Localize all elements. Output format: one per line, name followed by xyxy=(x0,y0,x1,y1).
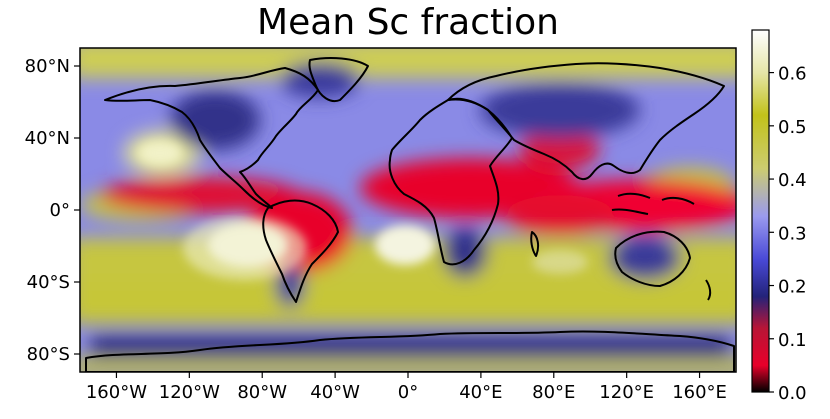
colorbar-tick-label: 0.5 xyxy=(778,117,807,138)
coastline-greenland xyxy=(308,57,369,102)
x-tick-label: 160°E xyxy=(672,382,727,403)
field-se-pacific-halo xyxy=(183,216,307,280)
field-antarctic-dark xyxy=(90,334,730,358)
field-antarctic-edge xyxy=(80,356,736,372)
colorbar-frame xyxy=(751,29,770,393)
field-north-america-dark xyxy=(170,90,260,150)
x-tick-label: 0° xyxy=(398,382,418,403)
y-tick-label: 80°S xyxy=(27,344,70,365)
coastline-north-america xyxy=(104,67,319,209)
field-arctic-band xyxy=(80,48,736,78)
coastline-new-zealand xyxy=(705,279,712,301)
colorbar-ticks: 0.0 0.1 0.2 0.3 0.4 0.5 0.6 xyxy=(769,64,807,404)
map-title: Mean Sc fraction xyxy=(257,2,559,43)
colorbar: 0.0 0.1 0.2 0.3 0.4 0.5 0.6 xyxy=(751,29,807,404)
field-southern-ocean-band xyxy=(80,282,736,324)
coastline-south-america xyxy=(262,199,339,303)
colorbar-tick-label: 0.0 xyxy=(778,383,807,404)
y-tick-label: 80°N xyxy=(25,56,70,77)
field-indian-ocean-red xyxy=(505,195,615,235)
x-tick-label: 160°W xyxy=(86,382,147,403)
field-southern-africa-dark xyxy=(443,227,487,277)
y-tick-label: 0° xyxy=(50,200,70,221)
field-arabia-red xyxy=(520,130,600,170)
sc-fraction-field xyxy=(80,48,736,372)
coastline-antarctica xyxy=(85,330,735,372)
y-tick-label: 40°S xyxy=(27,272,70,293)
x-tick-label: 80°W xyxy=(237,382,287,403)
coastline-eurasia xyxy=(447,62,725,180)
x-tick-label: 40°E xyxy=(459,382,502,403)
field-se-atlantic-deck xyxy=(375,225,435,265)
y-tick-label: 40°N xyxy=(25,128,70,149)
field-ne-pacific-bright xyxy=(138,141,182,165)
colorbar-tick-label: 0.1 xyxy=(778,330,807,351)
map-x-axis: 160°W 120°W 80°W 40°W 0° 40°E 80°E 120°E 160°E xyxy=(86,372,727,403)
x-tick-label: 40°W xyxy=(310,382,360,403)
coastline-australia xyxy=(614,230,691,287)
field-asia-dark xyxy=(480,82,640,138)
x-tick-label: 120°W xyxy=(159,382,220,403)
field-australia-dark xyxy=(609,236,681,280)
field-se-indian-deck xyxy=(532,250,588,274)
field-greenland-dark xyxy=(280,62,360,98)
colorbar-tick-label: 0.6 xyxy=(778,64,807,85)
colorbar-gradient xyxy=(752,30,769,392)
x-tick-label: 80°E xyxy=(532,382,575,403)
coastline-maritime-continent xyxy=(611,192,695,215)
colorbar-tick-label: 0.2 xyxy=(778,277,807,298)
map-y-axis: 80°N 40°N 0° 40°S 80°S xyxy=(25,56,80,365)
coastline-madagascar xyxy=(530,231,540,257)
colorbar-tick-label: 0.3 xyxy=(778,223,807,244)
x-tick-label: 120°E xyxy=(599,382,654,403)
colorbar-tick-label: 0.4 xyxy=(778,170,807,191)
coastlines xyxy=(85,57,735,372)
